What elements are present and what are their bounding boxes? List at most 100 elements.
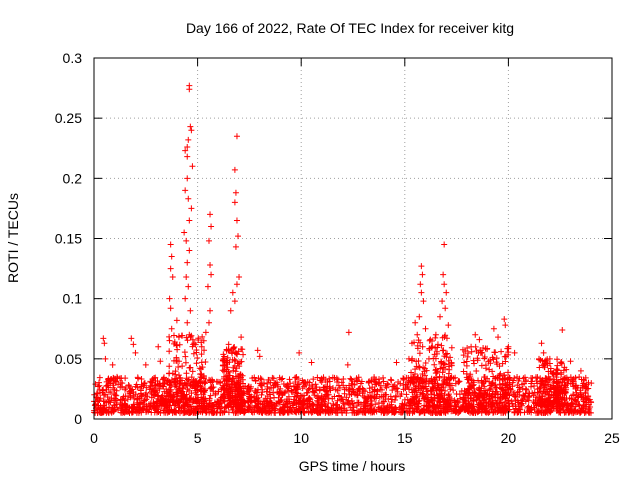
data-point (185, 136, 192, 143)
y-axis-title: ROTI / TECUs (5, 193, 21, 283)
data-point-baseline (324, 404, 331, 411)
data-point-baseline (270, 389, 277, 396)
data-point-baseline (393, 392, 400, 399)
data-point-cluster (224, 380, 231, 387)
data-point-baseline (400, 375, 407, 382)
data-point-baseline (587, 403, 594, 410)
data-point-baseline (557, 408, 564, 415)
data-point-baseline (139, 405, 146, 412)
data-point-baseline (580, 377, 587, 384)
data-point-baseline (258, 391, 265, 398)
data-point-baseline (153, 387, 160, 394)
data-point (205, 319, 212, 326)
data-point-cluster (448, 395, 455, 402)
data-point-cluster (542, 357, 549, 364)
data-point-baseline (114, 375, 121, 382)
data-point (183, 237, 190, 244)
data-point-cluster (491, 349, 498, 356)
data-point-baseline (384, 402, 391, 409)
data-point-cluster (196, 365, 203, 372)
data-point-baseline (207, 392, 214, 399)
data-point (188, 205, 195, 212)
data-point-cluster (230, 364, 237, 371)
data-point-cluster (193, 360, 200, 367)
data-point-baseline (486, 409, 493, 416)
data-point-baseline (229, 406, 236, 413)
data-point-cluster (415, 385, 422, 392)
data-point-baseline (193, 406, 200, 413)
data-point-cluster (562, 382, 569, 389)
data-point (422, 325, 429, 332)
data-point-baseline (117, 409, 124, 416)
data-point (490, 325, 497, 332)
data-point-cluster (466, 382, 473, 389)
data-point (445, 322, 452, 329)
data-point-cluster (470, 379, 477, 386)
data-point-baseline (206, 397, 213, 404)
data-point (405, 355, 412, 362)
data-point-baseline (291, 393, 298, 400)
data-point-cluster (234, 360, 241, 367)
data-point (231, 298, 238, 305)
data-point-cluster (486, 366, 493, 373)
data-point-baseline (269, 374, 276, 381)
data-point-baseline (255, 375, 262, 382)
data-point (183, 274, 190, 281)
data-point-baseline (158, 402, 165, 409)
data-point-cluster (189, 368, 196, 375)
data-point-baseline (576, 409, 583, 416)
data-point-baseline (319, 397, 326, 404)
data-point-cluster (562, 400, 569, 407)
data-point-baseline (310, 376, 317, 383)
data-point-cluster (229, 388, 236, 395)
data-point-cluster (167, 399, 174, 406)
data-point (169, 274, 176, 281)
data-point-cluster (221, 386, 228, 393)
data-point-baseline (570, 392, 577, 399)
data-point-cluster (431, 361, 438, 368)
data-point-baseline (369, 409, 376, 416)
data-point-cluster (550, 403, 557, 410)
data-point-baseline (511, 389, 518, 396)
data-point (204, 283, 211, 290)
data-point-cluster (413, 391, 420, 398)
data-point-baseline (526, 390, 533, 397)
data-point-baseline (370, 408, 377, 415)
data-point-baseline (186, 409, 193, 416)
data-point-baseline (368, 378, 375, 385)
data-point-baseline (306, 395, 313, 402)
data-point-baseline (294, 392, 301, 399)
data-point-cluster (190, 341, 197, 348)
data-point-cluster (489, 379, 496, 386)
data-point-baseline (160, 407, 167, 414)
data-point-cluster (439, 395, 446, 402)
data-point-baseline (96, 374, 103, 381)
data-point-baseline (316, 387, 323, 394)
data-point (130, 341, 137, 348)
data-point-baseline (397, 409, 404, 416)
data-point (208, 271, 215, 278)
data-point-baseline (308, 403, 315, 410)
data-point-cluster (219, 393, 226, 400)
data-point-cluster (496, 381, 503, 388)
data-point (229, 289, 236, 296)
data-point-cluster (427, 394, 434, 401)
data-point-cluster (419, 370, 426, 377)
data-point (202, 329, 209, 336)
data-point-baseline (323, 388, 330, 395)
data-point-cluster (434, 368, 441, 375)
data-point (101, 340, 108, 347)
data-point-baseline (99, 387, 106, 394)
data-point-cluster (444, 400, 451, 407)
data-point-baseline (437, 409, 444, 416)
data-point-baseline (307, 396, 314, 403)
data-point-baseline (99, 404, 106, 411)
data-point-cluster (546, 400, 553, 407)
data-point-baseline (522, 378, 529, 385)
data-point-baseline (122, 386, 129, 393)
data-point-baseline (296, 381, 303, 388)
data-point-cluster (478, 379, 485, 386)
data-point-baseline (331, 374, 338, 381)
data-point-baseline (459, 402, 466, 409)
data-point-baseline (253, 403, 260, 410)
